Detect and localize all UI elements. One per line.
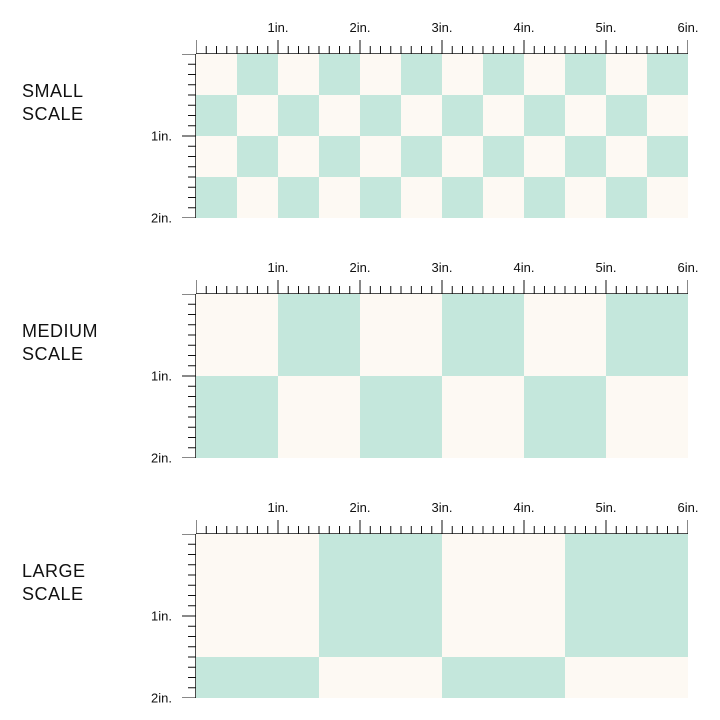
panel-large: LARGE SCALE1in.2in.3in.4in.5in.6in.1in.2…: [0, 500, 720, 698]
ruler-h-label: 2in.: [350, 260, 371, 275]
panel-medium: MEDIUM SCALE1in.2in.3in.4in.5in.6in.1in.…: [0, 260, 720, 458]
ruler-h-label: 5in.: [596, 500, 617, 515]
ruler-vertical: 1in.2in.: [154, 534, 196, 698]
ruler-h-label: 1in.: [268, 260, 289, 275]
ruler-v-label: 2in.: [151, 211, 172, 226]
ruler-horizontal: 1in.2in.3in.4in.5in.6in.: [196, 500, 688, 534]
ruler-v-label: 1in.: [151, 129, 172, 144]
ruler-h-label: 2in.: [350, 20, 371, 35]
ruler-h-label: 6in.: [678, 500, 699, 515]
ruler-h-label: 1in.: [268, 500, 289, 515]
ruler-horizontal: 1in.2in.3in.4in.5in.6in.: [196, 20, 688, 54]
ruler-horizontal: 1in.2in.3in.4in.5in.6in.: [196, 260, 688, 294]
ruler-vertical: 1in.2in.: [154, 294, 196, 458]
ruler-h-label: 4in.: [514, 500, 535, 515]
ruler-h-label: 3in.: [432, 260, 453, 275]
ruler-h-label: 4in.: [514, 20, 535, 35]
ruler-v-label: 2in.: [151, 691, 172, 706]
ruler-h-label: 3in.: [432, 20, 453, 35]
scale-label-small: SMALL SCALE: [22, 80, 84, 125]
scale-label-large: LARGE SCALE: [22, 560, 86, 605]
ruler-v-label: 1in.: [151, 609, 172, 624]
ruler-v-label: 2in.: [151, 451, 172, 466]
ruler-h-label: 6in.: [678, 20, 699, 35]
ruler-h-label: 3in.: [432, 500, 453, 515]
ruler-h-label: 5in.: [596, 20, 617, 35]
ruler-h-label: 1in.: [268, 20, 289, 35]
ruler-h-label: 5in.: [596, 260, 617, 275]
ruler-vertical: 1in.2in.: [154, 54, 196, 218]
ruler-h-label: 6in.: [678, 260, 699, 275]
checker-sample-small: [196, 54, 688, 218]
checker-sample-medium: [196, 294, 688, 458]
ruler-h-label: 4in.: [514, 260, 535, 275]
panel-small: SMALL SCALE1in.2in.3in.4in.5in.6in.1in.2…: [0, 20, 720, 218]
ruler-v-label: 1in.: [151, 369, 172, 384]
checker-sample-large: [196, 534, 688, 698]
ruler-h-label: 2in.: [350, 500, 371, 515]
scale-label-medium: MEDIUM SCALE: [22, 320, 98, 365]
